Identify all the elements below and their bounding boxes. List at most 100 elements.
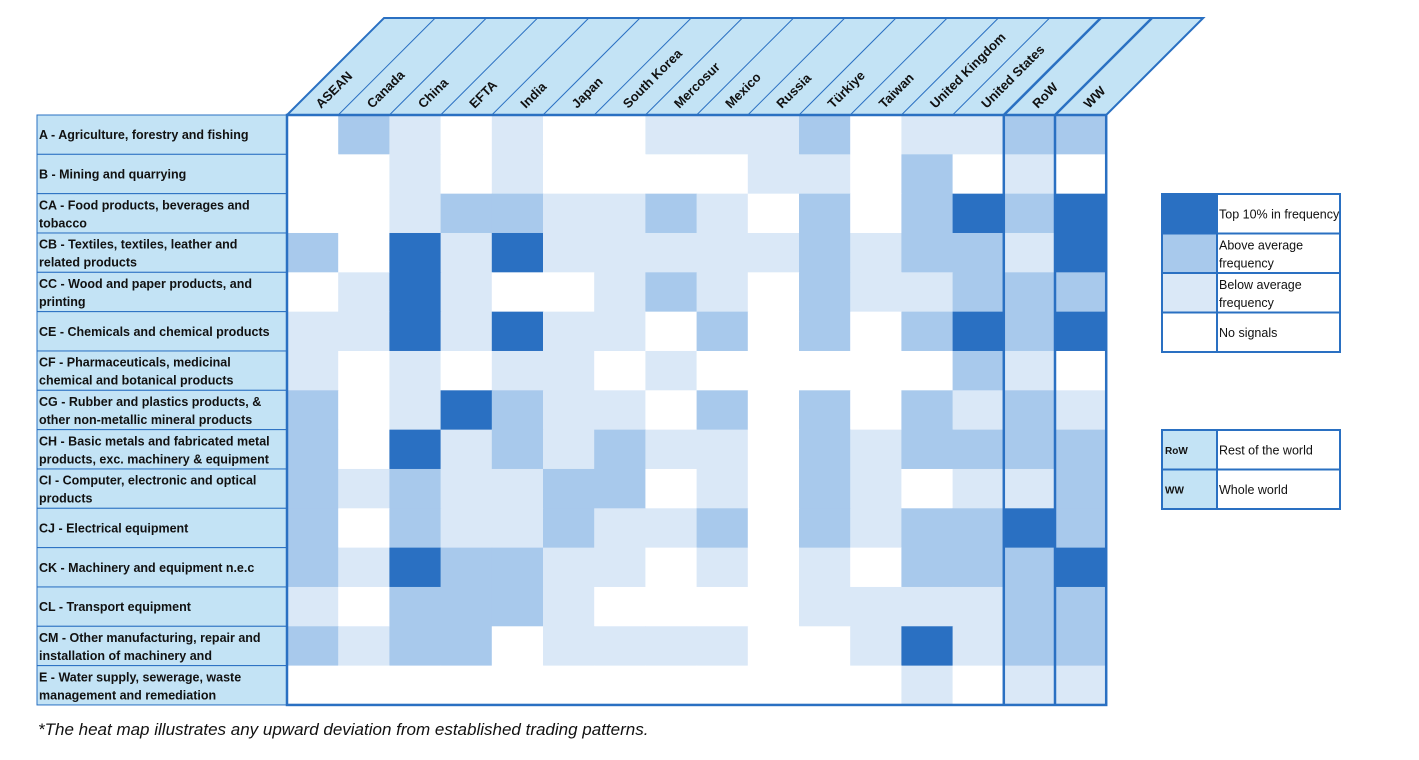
legend-swatch bbox=[1161, 311, 1218, 353]
heatmap-cell bbox=[440, 272, 493, 313]
heatmap-cell bbox=[389, 665, 442, 706]
heatmap-cell bbox=[338, 272, 390, 313]
abbr-label-box bbox=[1216, 468, 1341, 510]
heatmap-cell bbox=[338, 350, 390, 391]
heatmap-cell bbox=[645, 390, 698, 431]
heatmap-cell bbox=[1055, 232, 1107, 273]
heatmap-cell bbox=[491, 272, 544, 313]
heatmap-cell bbox=[952, 272, 1005, 313]
heatmap-cell bbox=[901, 547, 954, 588]
heatmap-cell bbox=[440, 429, 493, 470]
heatmap-cell bbox=[594, 272, 646, 313]
heatmap-cell bbox=[594, 547, 646, 588]
legend-label-line: frequency bbox=[1219, 256, 1275, 270]
legend-swatch bbox=[1161, 232, 1218, 274]
heatmap-cell bbox=[952, 193, 1005, 234]
heatmap-cell bbox=[389, 154, 442, 195]
heatmap-cell bbox=[747, 390, 800, 431]
heatmap-cell bbox=[799, 626, 851, 667]
heatmap-cell bbox=[594, 350, 646, 391]
heatmap-cell bbox=[747, 626, 800, 667]
heatmap-cell bbox=[850, 547, 902, 588]
heatmap-cell bbox=[491, 508, 544, 549]
row-label-line: other non-metallic mineral products bbox=[39, 413, 252, 427]
heatmap-cell bbox=[799, 311, 851, 352]
heatmap-cell bbox=[952, 232, 1005, 273]
row-label-line: CI - Computer, electronic and optical bbox=[39, 474, 256, 488]
heatmap-cell bbox=[901, 193, 954, 234]
heatmap-cell bbox=[287, 193, 339, 234]
row-label-a: A - Agriculture, forestry and fishing bbox=[39, 128, 249, 142]
heatmap-cell bbox=[440, 626, 493, 667]
heatmap-cell bbox=[747, 311, 800, 352]
heatmap-cell bbox=[645, 547, 698, 588]
header-divider bbox=[1002, 17, 1102, 116]
heatmap-cell bbox=[696, 193, 749, 234]
heatmap-cell bbox=[645, 193, 698, 234]
heatmap-cell bbox=[901, 665, 954, 706]
heatmap-cell bbox=[491, 390, 544, 431]
heatmap-cell bbox=[594, 154, 646, 195]
heatmap-cell bbox=[850, 586, 902, 627]
heatmap-cell bbox=[1055, 154, 1107, 195]
heatmap-cell bbox=[594, 232, 646, 273]
heatmap-cell bbox=[543, 508, 595, 549]
abbr-box bbox=[1161, 429, 1218, 471]
legend-label-no-signals: No signals bbox=[1219, 326, 1277, 340]
row-label-ci: CI - Computer, electronic and optical pro… bbox=[39, 474, 256, 506]
heatmap-cell bbox=[799, 115, 851, 155]
heatmap-cell bbox=[491, 626, 544, 667]
header-divider bbox=[849, 17, 948, 116]
heatmap-cell bbox=[850, 626, 902, 667]
heatmap-cell bbox=[747, 272, 800, 313]
header-divider bbox=[440, 17, 538, 116]
heatmap-cell bbox=[543, 665, 595, 706]
legend-label-top-10-in-frequency: Top 10% in frequency bbox=[1219, 207, 1340, 221]
heatmap-cell bbox=[287, 665, 339, 706]
row-label-line: B - Mining and quarrying bbox=[39, 167, 186, 181]
heatmap-cell bbox=[952, 586, 1005, 627]
heatmap-cell bbox=[952, 154, 1005, 195]
heatmap-cell bbox=[1003, 272, 1056, 313]
legend-label-below-average-frequency: Below average frequency bbox=[1219, 278, 1302, 310]
legend-swatch bbox=[1161, 272, 1218, 314]
heatmap-cell bbox=[338, 468, 390, 509]
heatmap-cell bbox=[389, 193, 442, 234]
heatmap-cell bbox=[1055, 547, 1107, 588]
heatmap-cell bbox=[952, 508, 1005, 549]
heatmap-cell bbox=[952, 468, 1005, 509]
heatmap-cell bbox=[696, 586, 749, 627]
heatmap-cell bbox=[747, 586, 800, 627]
heatmap-cell bbox=[645, 586, 698, 627]
heatmap-cell bbox=[389, 429, 442, 470]
heatmap-cell bbox=[850, 429, 902, 470]
heatmap-cell bbox=[645, 350, 698, 391]
heatmap-cell bbox=[338, 390, 390, 431]
heatmap-cell bbox=[1055, 390, 1107, 431]
heatmap-cell bbox=[287, 311, 339, 352]
heatmap-cell bbox=[799, 508, 851, 549]
heatmap-cell bbox=[1055, 311, 1107, 352]
heatmap-cell bbox=[287, 626, 339, 667]
row-label-ce: CE - Chemicals and chemical products bbox=[39, 325, 270, 339]
heatmap-cell bbox=[850, 311, 902, 352]
heatmap-cell bbox=[594, 586, 646, 627]
heatmap-cell bbox=[543, 311, 595, 352]
heatmap-cell bbox=[850, 350, 902, 391]
heatmap-cell bbox=[696, 468, 749, 509]
header-divider bbox=[389, 17, 487, 116]
heatmap-cell bbox=[543, 390, 595, 431]
heatmap-cell bbox=[696, 115, 749, 155]
row-label-bg bbox=[36, 625, 288, 667]
heatmap-cell bbox=[338, 429, 390, 470]
heatmap-cell bbox=[799, 586, 851, 627]
heatmap-cell bbox=[901, 586, 954, 627]
legend-label-line: frequency bbox=[1219, 296, 1275, 310]
row-label-line: CK - Machinery and equipment n.e.c bbox=[39, 561, 254, 575]
legend-label-line: Top 10% in frequency bbox=[1219, 207, 1340, 221]
heatmap-cell bbox=[1003, 193, 1056, 234]
heatmap-cell bbox=[594, 429, 646, 470]
row-label-cg: CG - Rubber and plastics products, & othe… bbox=[39, 395, 261, 427]
heatmap-cell bbox=[287, 547, 339, 588]
heatmap-cell bbox=[389, 626, 442, 667]
